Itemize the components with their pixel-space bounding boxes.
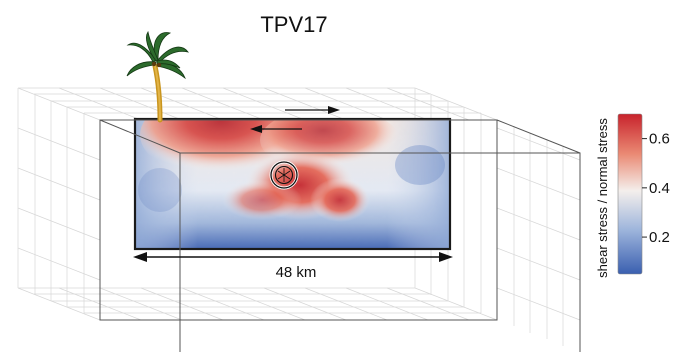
model-box-edges xyxy=(99,119,581,352)
colorbar-label: shear stress / normal stress xyxy=(595,118,610,278)
colorbar-tick-label: 0.6 xyxy=(649,131,670,148)
scale-bar-label: 48 km xyxy=(276,264,317,281)
hypocenter-marker xyxy=(269,160,299,190)
figure-title: TPV17 xyxy=(260,12,327,37)
scale-bar: 48 km xyxy=(133,252,453,281)
colorbar-tick-label: 0.2 xyxy=(649,229,670,246)
fault-plane xyxy=(135,119,450,249)
colorbar-gradient xyxy=(617,113,643,275)
fault-plane-frame xyxy=(133,117,452,251)
colorbar-tick-label: 0.4 xyxy=(649,180,670,197)
slip-arrow-top xyxy=(285,106,340,114)
colorbar: 0.6 0.4 0.2 shear stress / normal stress xyxy=(595,113,670,278)
palm-tree-icon xyxy=(126,30,189,123)
slip-arrow-bottom xyxy=(250,125,302,133)
